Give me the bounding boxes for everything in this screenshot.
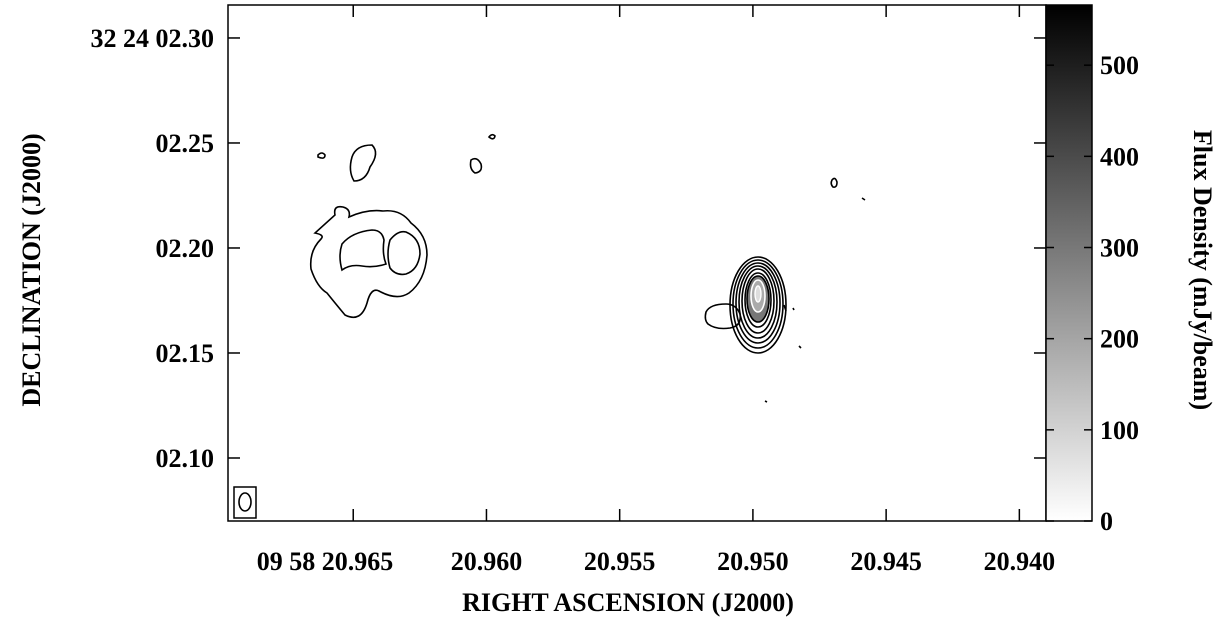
colorbar-label: Flux Density (mJy/beam)	[1188, 130, 1217, 410]
y-tick-label: 02.15	[156, 339, 215, 368]
y-tick-label: 32 24 02.30	[91, 24, 215, 53]
x-tick-label: 20.960	[451, 547, 523, 576]
colorbar-tick-label: 400	[1100, 142, 1139, 171]
x-tick-label: 20.940	[984, 547, 1056, 576]
x-tick-label: 20.945	[850, 547, 922, 576]
colorbar-tick-label: 200	[1100, 325, 1139, 354]
x-tick-label: 20.955	[584, 547, 656, 576]
colorbar	[1046, 5, 1092, 521]
y-tick-label: 02.25	[156, 129, 215, 158]
page: RIGHT ASCENSION (J2000) DECLINATION (J20…	[0, 0, 1228, 620]
x-tick-label: 09 58 20.965	[257, 547, 394, 576]
colorbar-tick-label: 0	[1100, 507, 1113, 536]
chart: RIGHT ASCENSION (J2000) DECLINATION (J20…	[0, 0, 1228, 620]
x-tick-label: 20.950	[717, 547, 789, 576]
colorbar-tick-label: 100	[1100, 416, 1139, 445]
x-axis-label: RIGHT ASCENSION (J2000)	[462, 588, 794, 617]
colorbar-tick-label: 300	[1100, 234, 1139, 263]
colorbar-tick-label: 500	[1100, 51, 1139, 80]
y-tick-label: 02.10	[156, 444, 215, 473]
y-axis-label: DECLINATION (J2000)	[17, 133, 46, 406]
y-tick-label: 02.20	[156, 234, 215, 263]
contours	[234, 135, 865, 518]
plot-frame	[228, 5, 1046, 521]
